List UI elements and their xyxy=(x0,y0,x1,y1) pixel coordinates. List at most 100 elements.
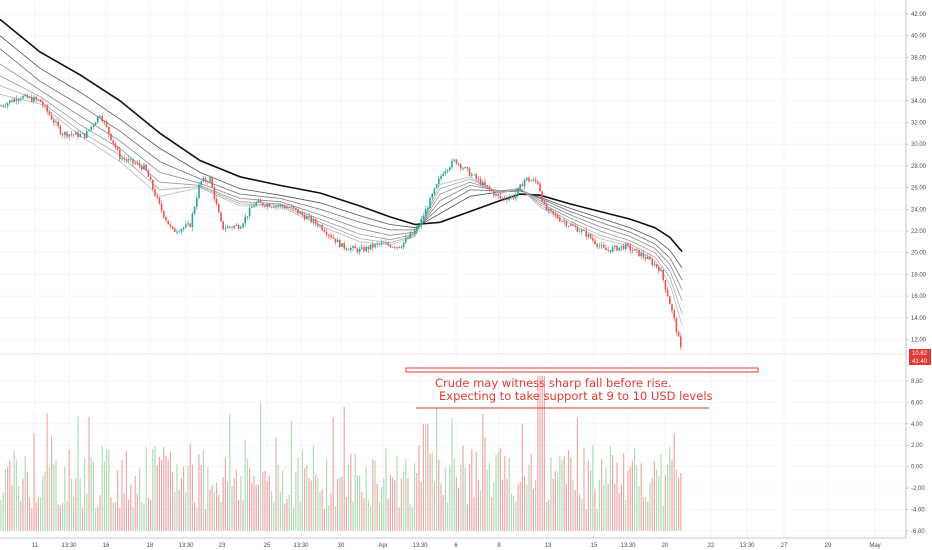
lower-pane-bar xyxy=(13,451,15,531)
lower-pane-bar xyxy=(372,459,374,531)
candle-body xyxy=(99,116,101,117)
lower-pane-bar xyxy=(136,493,138,531)
candle-body xyxy=(603,244,605,248)
candle-body xyxy=(585,230,587,237)
lower-pane-bar xyxy=(240,475,242,531)
candle-body xyxy=(86,130,88,138)
lower-pane-bar xyxy=(508,457,510,531)
candle-body xyxy=(72,134,75,136)
lower-pane-bar xyxy=(374,460,376,531)
lower-pane-bar xyxy=(117,470,119,531)
candle-body xyxy=(198,184,200,199)
grid xyxy=(0,0,906,538)
candle-body xyxy=(306,216,308,219)
lower-pane-bar xyxy=(251,482,253,531)
lower-pane-bar xyxy=(414,463,416,531)
x-tick-label: 13 xyxy=(545,543,552,549)
lower-pane-bar xyxy=(396,456,398,531)
candle-body xyxy=(2,105,4,107)
lower-pane-bar xyxy=(651,478,653,531)
lower-pane-bar xyxy=(282,470,284,531)
candle-body xyxy=(200,181,202,185)
candle-body xyxy=(167,220,169,225)
candle-body xyxy=(185,224,187,228)
lower-pane-bar xyxy=(165,455,167,531)
candle-body xyxy=(123,158,125,160)
lower-pane-bar xyxy=(502,479,504,531)
candle-body xyxy=(336,239,339,243)
candle-body xyxy=(42,101,44,106)
moving-average-line xyxy=(0,93,683,326)
candle-body xyxy=(295,207,297,210)
lower-pane-bar xyxy=(55,460,57,531)
candle-body xyxy=(680,336,682,348)
lower-pane-bar xyxy=(62,502,64,531)
candle-body xyxy=(211,177,213,188)
candle-body xyxy=(479,179,482,185)
candle-body xyxy=(449,167,451,171)
candle-body xyxy=(515,195,517,199)
lower-pane-bar xyxy=(585,509,587,531)
lower-pane-bar xyxy=(653,461,655,531)
lower-pane-bar xyxy=(46,413,48,531)
x-tick-label: 13:30 xyxy=(178,543,194,549)
y-tick-label: 32.00 xyxy=(911,121,927,127)
candle-body xyxy=(341,243,343,248)
candle-body xyxy=(193,206,196,214)
moving-average-primary xyxy=(0,18,683,253)
candle-body xyxy=(301,212,304,215)
lower-pane-bar xyxy=(620,484,622,531)
lower-pane-bar xyxy=(543,375,545,531)
lower-pane-bar xyxy=(29,497,31,531)
candle-body xyxy=(420,219,422,227)
candle-body xyxy=(26,94,29,98)
lower-pane-bar xyxy=(134,476,136,531)
candle-body xyxy=(530,180,532,182)
candle-body xyxy=(57,121,59,127)
candle-body xyxy=(629,245,631,251)
lower-pane-bar xyxy=(528,464,530,531)
candle-body xyxy=(125,159,128,161)
lower-pane-bar xyxy=(158,456,160,531)
lower-pane-bar xyxy=(499,447,501,531)
lower-pane-bar xyxy=(411,507,413,531)
lower-pane-bar xyxy=(440,483,442,531)
candle-body xyxy=(400,247,403,249)
lower-pane-bar xyxy=(216,482,218,531)
candles xyxy=(0,92,682,351)
lower-pane-bar xyxy=(451,418,453,531)
lower-pane-bar xyxy=(504,456,506,531)
candle-body xyxy=(622,245,625,250)
lower-pane-bar xyxy=(202,449,204,531)
candle-body xyxy=(55,121,57,123)
lower-pane-bar xyxy=(196,507,198,531)
candle-body xyxy=(273,207,275,208)
lower-pane-bar xyxy=(427,423,429,531)
candle-body xyxy=(259,200,262,203)
candle-body xyxy=(22,96,24,99)
lower-pane-bar xyxy=(273,501,275,531)
candle-body xyxy=(559,218,561,222)
lower-pane-bar xyxy=(306,464,308,531)
x-tick-label: 13:30 xyxy=(293,543,309,549)
candle-body xyxy=(215,198,218,205)
candle-body xyxy=(297,209,299,214)
lower-pane-bar xyxy=(304,468,306,531)
moving-average-line xyxy=(0,48,683,280)
candle-body xyxy=(521,184,524,187)
candle-body xyxy=(255,202,257,206)
candle-body xyxy=(143,164,145,170)
candle-body xyxy=(396,246,398,248)
lower-pane-bar xyxy=(227,481,229,531)
candle-body xyxy=(64,132,66,136)
candle-body xyxy=(347,249,350,251)
lower-pane-bar xyxy=(568,450,570,531)
candle-body xyxy=(180,229,183,232)
candle-body xyxy=(576,227,579,232)
lower-pane-bar xyxy=(506,479,508,531)
y-tick-label: 6.00 xyxy=(911,400,923,406)
candle-body xyxy=(600,244,603,246)
candle-body xyxy=(9,100,11,104)
lower-pane-bar xyxy=(403,471,405,531)
lower-pane-bar xyxy=(163,447,165,531)
